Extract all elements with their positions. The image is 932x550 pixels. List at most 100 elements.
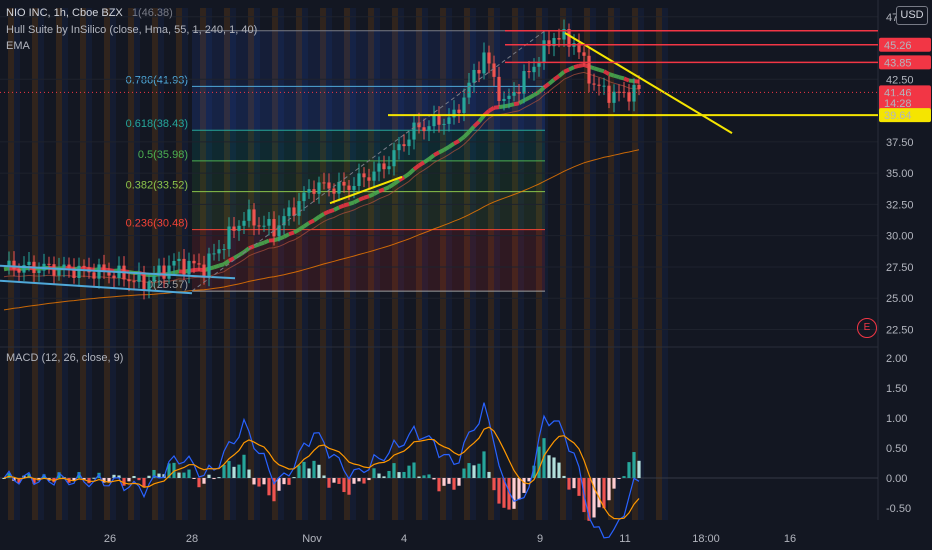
- hull-segment: [618, 75, 625, 81]
- macd-histogram-bar: [217, 477, 221, 479]
- candle-body: [332, 188, 336, 194]
- price-tick-label: 35.00: [886, 168, 914, 180]
- hull-segment: [433, 150, 440, 157]
- macd-histogram-bar: [292, 477, 296, 479]
- session-band: [134, 8, 140, 520]
- candle-body: [432, 115, 436, 127]
- hull-segment: [173, 269, 180, 275]
- candle-body: [482, 52, 486, 74]
- macd-histogram-bar: [442, 478, 446, 486]
- macd-histogram-bar: [107, 478, 111, 482]
- macd-histogram-bar: [607, 478, 611, 501]
- candle-body: [37, 270, 41, 273]
- macd-histogram-bar: [137, 478, 141, 481]
- hull-segment: [598, 67, 605, 74]
- candle-body: [562, 28, 566, 40]
- macd-histogram-bar: [542, 438, 546, 478]
- macd-histogram-bar: [72, 478, 76, 481]
- candle-body: [162, 265, 166, 279]
- macd-histogram-bar: [392, 463, 396, 478]
- hull-segment: [323, 209, 330, 216]
- hull-segment: [603, 69, 610, 76]
- macd-histogram-bar: [57, 472, 61, 478]
- hull-segment: [283, 232, 290, 239]
- macd-histogram-bar: [577, 478, 581, 496]
- macd-histogram-bar: [352, 478, 356, 484]
- session-band: [368, 8, 374, 520]
- candle-body: [72, 268, 76, 279]
- macd-tick-label: -0.50: [886, 503, 911, 515]
- macd-histogram-bar: [502, 478, 506, 508]
- session-band: [278, 8, 284, 520]
- hull-segment: [3, 266, 10, 272]
- macd-histogram-bar: [622, 476, 626, 478]
- candle-body: [457, 109, 461, 113]
- macd-histogram-bar: [367, 478, 371, 481]
- candle-body: [237, 225, 241, 231]
- session-band: [110, 8, 116, 520]
- candle-body: [267, 219, 271, 226]
- earnings-badge[interactable]: E: [857, 318, 877, 338]
- hull-segment: [368, 192, 375, 199]
- ema-legend[interactable]: EMA: [6, 40, 30, 52]
- macd-histogram-bar: [167, 463, 171, 478]
- time-tick-label: 9: [537, 533, 543, 545]
- last-value: 1(46.38): [131, 7, 173, 19]
- hull-legend[interactable]: Hull Suite by InSilico (close, Hma, 55, …: [6, 24, 258, 36]
- candle-body: [227, 226, 231, 250]
- macd-tick-label: 0.00: [886, 473, 907, 485]
- price-tick-label: 42.50: [886, 74, 914, 86]
- candle-body: [292, 207, 296, 216]
- trend-drawings[interactable]: [0, 30, 733, 295]
- price-tag-bg: [879, 37, 931, 52]
- candle-body: [597, 84, 601, 86]
- session-band: [272, 8, 278, 520]
- macd-histogram-bar: [187, 469, 191, 478]
- fib-label: 0.382(33.52): [126, 180, 188, 192]
- fib-label: 0.236(30.48): [126, 218, 188, 230]
- macd-legend[interactable]: MACD (12, 26, close, 9): [6, 352, 124, 364]
- horizontal-lines[interactable]: [0, 30, 878, 117]
- hull-segment: [613, 73, 620, 80]
- symbol-legend[interactable]: NIO INC, 1h, Cboe BZX 1(46.38): [6, 6, 173, 20]
- candle-body: [217, 249, 221, 254]
- session-band: [440, 8, 446, 520]
- macd-histogram-bar: [227, 461, 231, 478]
- macd-histogram-bar: [447, 478, 451, 484]
- macd-histogram-bar: [117, 475, 121, 478]
- hull-segment: [517, 98, 526, 106]
- price-tick-label: 22.50: [886, 324, 914, 336]
- macd-histogram-bar: [562, 475, 566, 478]
- candle-body: [192, 260, 196, 264]
- candle-body: [317, 182, 321, 194]
- candle-body: [152, 275, 156, 282]
- macd-histogram-bar: [422, 475, 426, 478]
- macd-histogram-bar: [262, 478, 266, 485]
- price-tag-label: 39.64: [884, 110, 912, 122]
- candle-body: [52, 264, 56, 276]
- macd-histogram-bar: [372, 468, 376, 478]
- candle-body: [167, 265, 171, 279]
- macd-tick-label: 2.00: [886, 353, 907, 365]
- candle-body: [612, 91, 616, 103]
- hull-segment: [453, 139, 460, 146]
- session-band: [350, 8, 356, 520]
- macd-histogram-bar: [7, 473, 11, 478]
- macd-histogram-bar: [282, 478, 286, 485]
- currency-button[interactable]: USD: [896, 6, 928, 25]
- session-band: [152, 8, 158, 520]
- candle-body: [107, 271, 111, 276]
- support-trend-line: [329, 175, 403, 205]
- candle-body: [12, 260, 16, 270]
- hull-segment: [242, 246, 251, 254]
- candle-body: [247, 209, 251, 221]
- fib-label: 0.5(35.98): [138, 149, 188, 161]
- macd-histogram-bar: [287, 478, 291, 485]
- hull-segment: [348, 200, 355, 206]
- candle-body: [287, 207, 291, 217]
- symbol-title[interactable]: NIO INC, 1h, Cboe BZX: [6, 7, 123, 19]
- candle-body: [222, 249, 226, 251]
- price-tag-label: 43.85: [884, 57, 912, 69]
- candle-body: [27, 261, 31, 265]
